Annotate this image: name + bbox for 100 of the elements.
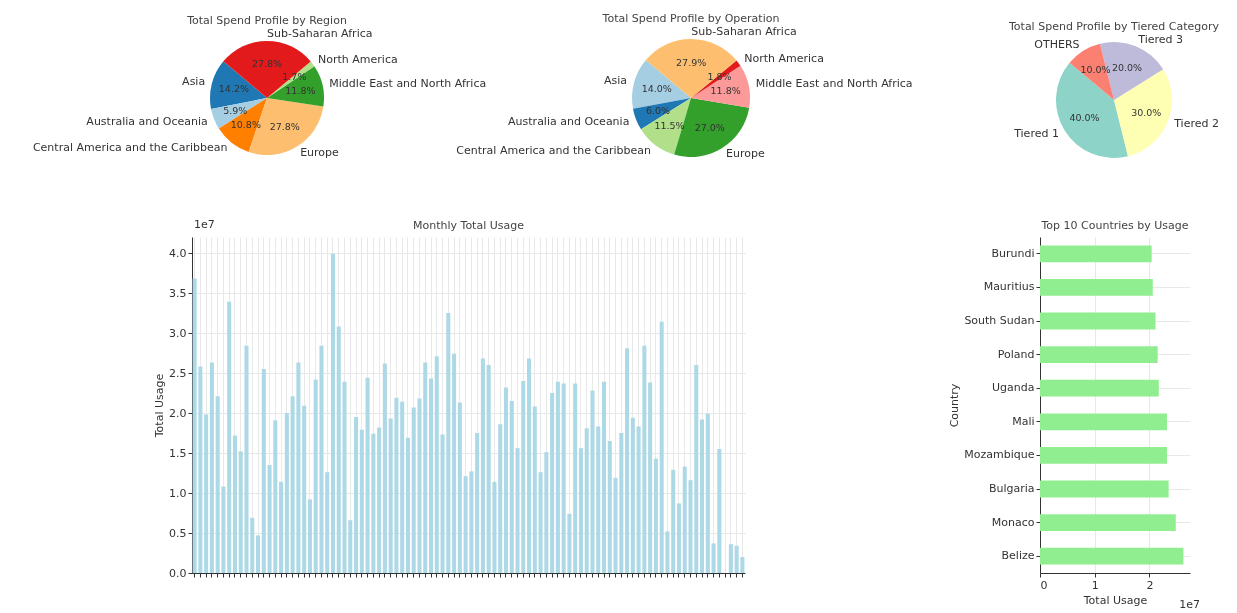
bar	[261, 369, 266, 573]
bar	[359, 429, 364, 573]
slice-label: Europe	[300, 145, 340, 159]
slice-label: OTHERS	[1034, 37, 1080, 51]
bar	[550, 393, 555, 573]
bar	[648, 382, 653, 573]
bar	[653, 458, 658, 573]
slice-label: Sub-Saharan Africa	[267, 27, 373, 41]
bar	[625, 348, 630, 573]
x-tick-label: 2	[1146, 578, 1154, 592]
bar	[601, 381, 607, 573]
y-tick-label: Poland	[997, 347, 1035, 361]
bar	[527, 358, 532, 573]
bar	[607, 441, 612, 573]
chart-title: Monthly Total Usage	[413, 219, 525, 232]
bar	[336, 326, 341, 573]
y-tick-label: 2.0	[169, 406, 187, 420]
data-label: 11.5%	[654, 120, 685, 132]
data-label: 40.0%	[1069, 112, 1100, 124]
bar	[400, 401, 405, 573]
data-label: 10.0%	[1080, 64, 1111, 76]
bar	[434, 356, 439, 573]
slice-label: Tiered 1	[1013, 127, 1059, 141]
y-tick-label: 4.0	[169, 246, 187, 260]
bar	[498, 424, 503, 573]
x-tick-label: 1	[1091, 578, 1099, 592]
data-label: 27.8%	[251, 57, 283, 69]
bar	[596, 426, 601, 573]
y-tick-label: Uganda	[992, 381, 1035, 395]
y-tick-label: Mozambique	[964, 448, 1035, 462]
data-label: 10.8%	[230, 118, 261, 130]
y-tick-label: 1.0	[169, 486, 187, 500]
bar	[728, 544, 733, 573]
slice-label: Central America and the Caribbean	[456, 143, 651, 157]
chart-title: Total Spend Profile by Region	[186, 14, 347, 28]
y-tick-label: Mauritius	[983, 280, 1035, 294]
data-label: 20.0%	[1111, 61, 1143, 73]
slice-label: Asia	[604, 74, 628, 88]
data-label: 27.9%	[676, 56, 707, 68]
y-tick-label: 0.5	[169, 526, 187, 540]
chart-title: Top 10 Countries by Usage	[1040, 219, 1189, 232]
bar	[405, 437, 410, 573]
bar	[705, 413, 710, 573]
data-label: 30.0%	[1131, 107, 1162, 119]
bar	[330, 253, 336, 573]
bar	[256, 535, 261, 573]
bar	[284, 413, 289, 573]
bar	[671, 469, 676, 573]
bar	[578, 448, 583, 573]
y-tick-label: 3.5	[169, 286, 187, 300]
bar	[475, 433, 480, 573]
slice-label: Tiered 3	[1137, 32, 1184, 46]
data-label: 27.8%	[269, 121, 300, 133]
bar	[452, 353, 457, 573]
text: 1e7	[194, 218, 215, 231]
x-tick-label: 0	[1040, 578, 1048, 592]
y-tick-label: South Sudan	[964, 314, 1035, 327]
y-tick-label: Bulgaria	[988, 482, 1035, 495]
y-tick-label: Mali	[1012, 414, 1035, 428]
bar	[457, 402, 462, 573]
slice-label: Middle East and North Africa	[755, 77, 913, 91]
bar	[700, 419, 705, 573]
bar	[532, 406, 537, 573]
data-label: 11.8%	[710, 84, 741, 96]
bar	[676, 503, 681, 573]
slice-label: Australia and Oceania	[508, 114, 630, 128]
pie-slice	[1114, 69, 1172, 157]
bar	[377, 427, 382, 573]
bar	[382, 363, 387, 573]
slice-label: North America	[318, 52, 398, 66]
bar	[573, 383, 578, 573]
data-label: 1.7%	[282, 71, 307, 83]
bar	[555, 381, 560, 573]
bar	[503, 387, 508, 573]
y-axis-title: Country	[948, 383, 962, 428]
chart-title: Total Spend Profile by Operation	[601, 11, 780, 25]
bar	[302, 405, 307, 573]
bar	[279, 481, 284, 573]
bar	[429, 378, 434, 573]
y-tick-label: Monaco	[991, 515, 1035, 529]
bar	[227, 301, 232, 573]
data-label: 5.9%	[223, 104, 248, 116]
y-tick-label: Burundi	[991, 246, 1035, 260]
y-axis-title: Total Usage	[153, 373, 167, 439]
chart-title: Total Spend Profile by Tiered Category	[1007, 19, 1220, 33]
bar	[209, 362, 214, 573]
bar	[232, 435, 237, 573]
bar	[354, 417, 359, 573]
data-label: 14.0%	[641, 82, 672, 94]
text: 1e7	[1179, 598, 1200, 611]
slice-label: Europe	[726, 147, 765, 161]
slice-label: Sub-Saharan Africa	[691, 24, 797, 38]
data-label: 14.2%	[218, 83, 249, 95]
bar	[630, 417, 635, 573]
slice-label: Tiered 2	[1173, 117, 1219, 131]
y-tick-label: 3.0	[169, 326, 187, 340]
bar	[480, 358, 485, 573]
bar	[307, 499, 312, 573]
data-label: 11.8%	[285, 84, 316, 96]
bar	[325, 472, 330, 573]
